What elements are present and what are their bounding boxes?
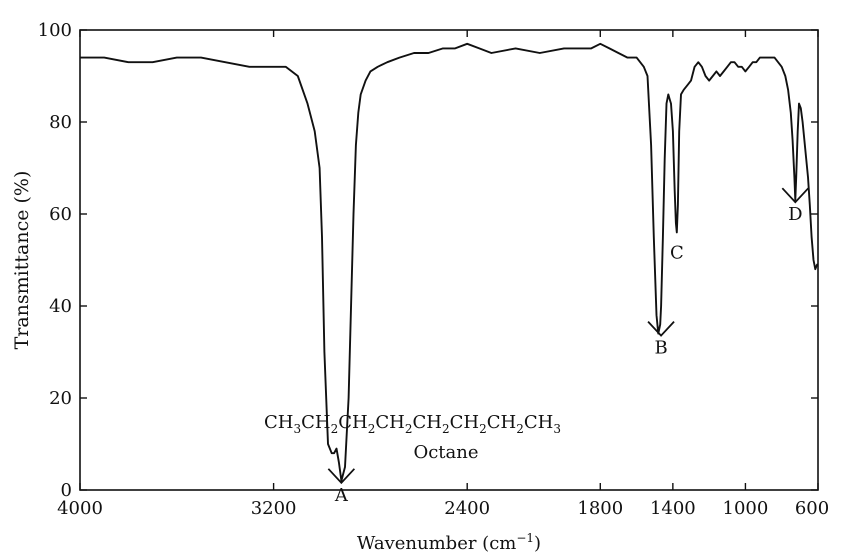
axis-tick-labels: 4000 3200 2400 1800 1400 1000 600 0 20 40 60 80 100 [38,20,830,519]
plot-frame [79,29,819,491]
x-axis-label-text: Wavenumber (cm [357,533,516,553]
x-axis-label-superscript: −1 [516,531,534,545]
formula-text: CH [375,412,404,433]
x-axis-label: Wavenumber (cm−1) [357,531,541,553]
x-tick-label: 2400 [444,498,490,519]
peak-marker-d: D [781,187,809,225]
formula-text: CH [301,412,330,433]
formula-text: CH [487,412,516,433]
formula-subscript: 2 [516,422,524,436]
x-tick-label: 1000 [723,498,769,519]
formula-text: CH [264,412,293,433]
formula-subscript: 2 [331,422,339,436]
formula-text: CH [524,412,553,433]
y-tick-label: 60 [49,204,72,225]
marker-label: B [654,338,667,359]
x-tick-label: 3200 [251,498,297,519]
y-tick-label: 0 [61,480,72,501]
x-tick-label: 1800 [577,498,623,519]
formula-subscript: 2 [368,422,376,436]
marker-label: C [670,242,684,263]
marker-chevron [781,187,809,204]
peak-markers: A B C D [327,187,809,506]
formula-subscript: 2 [405,422,413,436]
x-tick-label: 4000 [57,498,103,519]
formula-text: CH [338,412,367,433]
axis-ticks [79,29,819,491]
y-tick-label: 80 [49,112,72,133]
y-tick-label: 20 [49,388,72,409]
marker-chevron [327,468,356,485]
y-tick-label: 100 [38,20,72,41]
formula-subscript: 2 [479,422,487,436]
formula-text: CH [413,412,442,433]
x-tick-label: 1400 [650,498,696,519]
marker-label: A [334,485,349,506]
compound-formula: CH3CH2CH2CH2CH2CH2CH2CH3 [264,412,561,436]
x-tick-label: 600 [795,498,829,519]
formula-subscript: 3 [293,422,301,436]
compound-name: Octane [413,442,478,463]
marker-chevron [647,320,675,337]
formula-subscript: 2 [442,422,450,436]
y-tick-label: 40 [49,296,72,317]
peak-marker-a: A [327,468,356,506]
x-axis-label-close: ) [534,533,541,553]
peak-marker-c: C [670,242,684,263]
marker-label: D [788,204,802,225]
formula-text: CH [450,412,479,433]
peak-marker-b: B [647,320,675,359]
y-axis-label: Transmittance (%) [11,171,33,350]
formula-subscript: 3 [553,422,561,436]
spectrum-line [80,42,819,482]
